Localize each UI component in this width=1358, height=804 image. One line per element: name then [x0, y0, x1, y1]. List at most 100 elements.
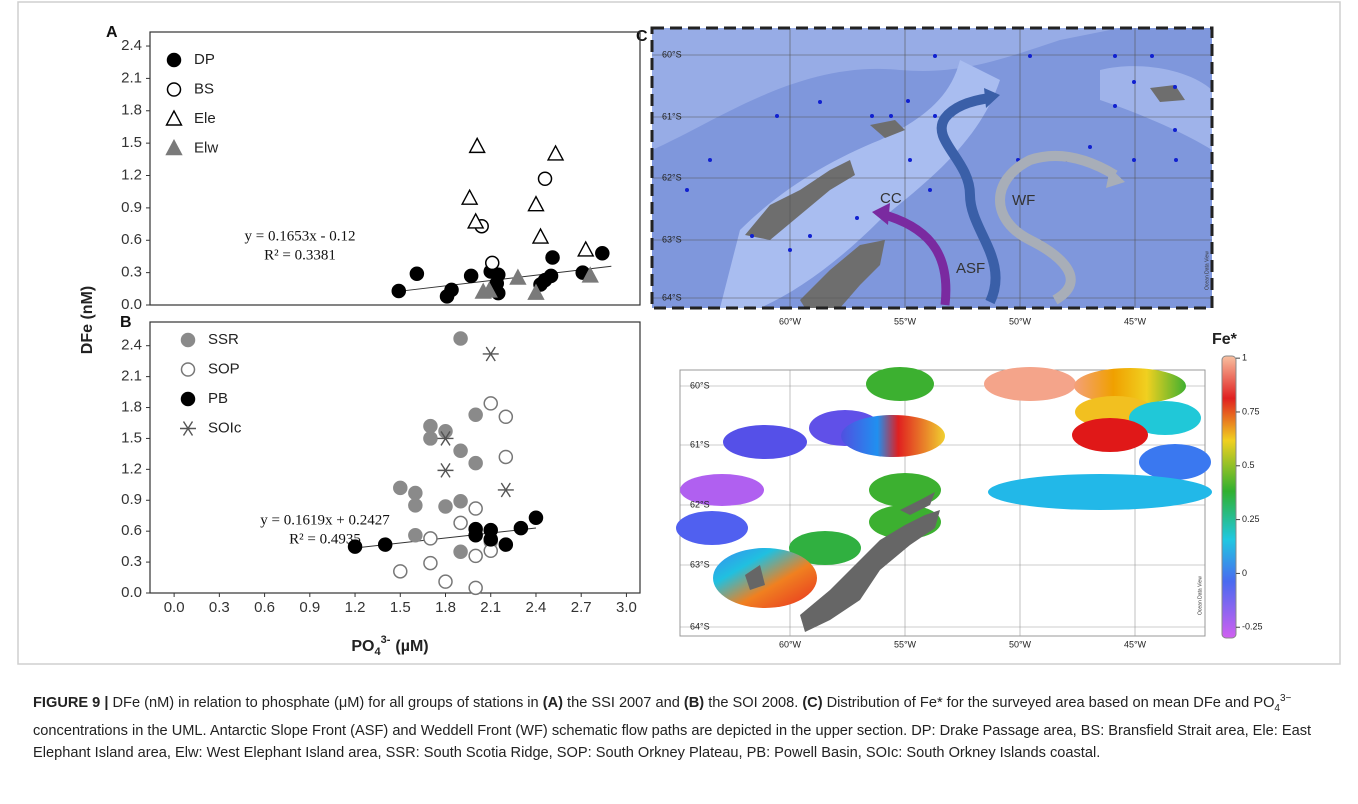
watermark: Ocean Data View	[1197, 576, 1203, 615]
marker	[460, 188, 479, 205]
plot-frame	[149, 31, 641, 306]
y-tick-label: 2.4	[121, 37, 142, 54]
lon-label: 60°W	[779, 639, 802, 649]
y-tick-label: 1.5	[121, 134, 142, 151]
marker	[546, 144, 565, 161]
colorbar-tick-label: 0	[1242, 568, 1247, 578]
marker	[453, 544, 468, 560]
marker	[423, 431, 438, 446]
y-tick-label: 2.1	[121, 69, 142, 86]
panel-label: B	[120, 314, 132, 331]
colorbar-tick-label: 0.5	[1242, 460, 1255, 470]
legend-label: BS	[194, 80, 214, 97]
marker	[498, 449, 514, 465]
marker	[527, 283, 545, 300]
marker	[537, 171, 553, 187]
figure-border	[17, 1, 1341, 665]
trend-r-squared: R² = 0.3381	[264, 247, 336, 263]
legend-marker	[165, 139, 183, 156]
legend-label: SOP	[208, 360, 240, 377]
x-tick-label: 0.3	[209, 599, 230, 616]
marker	[347, 539, 363, 554]
marker	[409, 266, 425, 281]
lat-label: 61°S	[690, 439, 710, 449]
marker	[577, 240, 595, 257]
marker	[438, 574, 453, 589]
arrow-head	[1106, 168, 1125, 188]
marker	[491, 267, 506, 283]
y-tick-label: 1.5	[121, 429, 142, 446]
marker	[468, 501, 483, 516]
trend-equation: y = 0.1653x - 0.12	[245, 228, 356, 244]
lat-label: 62°S	[690, 499, 710, 509]
marker	[480, 281, 498, 298]
panel-label: A	[106, 24, 118, 41]
y-tick-label: 0.9	[121, 491, 142, 508]
lat-label: 64°S	[662, 292, 682, 302]
marker	[408, 528, 423, 543]
flow-label: CC	[880, 190, 902, 207]
flow-label: WF	[1012, 192, 1035, 209]
x-axis-label-part: 4	[375, 646, 382, 658]
lat-label: 61°S	[662, 111, 682, 121]
marker	[483, 522, 498, 538]
y-tick-label: 1.8	[121, 398, 142, 415]
colorbar-title: Fe*	[1212, 331, 1238, 348]
trend-equation: y = 0.1619x + 0.2427	[260, 512, 390, 528]
caption: FIGURE 9 | DFe (nM) in relation to phosp…	[33, 688, 1333, 764]
lon-label: 50°W	[1009, 316, 1032, 326]
marker	[498, 409, 514, 425]
marker	[468, 580, 483, 596]
marker	[466, 212, 485, 229]
map-shelf	[652, 28, 1120, 150]
y-tick-label: 2.4	[121, 337, 142, 354]
caption-text: FIGURE 9 |	[33, 694, 109, 711]
marker	[393, 564, 408, 579]
marker	[527, 195, 545, 212]
marker	[498, 537, 514, 552]
marker	[468, 548, 483, 564]
legend-marker	[180, 421, 196, 436]
y-tick-label: 1.2	[121, 166, 142, 183]
map-frame	[650, 26, 1214, 310]
y-tick-label: 1.8	[121, 102, 142, 119]
legend-marker	[180, 332, 196, 348]
lon-label: 50°W	[1009, 639, 1032, 649]
marker	[513, 520, 529, 536]
x-tick-label: 2.7	[571, 599, 592, 616]
legend-marker	[165, 109, 183, 126]
map-shelf	[1100, 66, 1212, 150]
station-dots	[685, 54, 1178, 252]
legend-marker	[166, 52, 182, 68]
marker	[545, 250, 560, 265]
legend-marker	[180, 362, 196, 377]
legend-label: SOIc	[208, 419, 242, 436]
panel-label: C	[636, 28, 648, 45]
marker	[463, 268, 479, 284]
marker	[543, 268, 559, 284]
lon-label: 55°W	[894, 639, 917, 649]
marker	[484, 255, 500, 271]
x-tick-label: 2.4	[526, 599, 547, 616]
caption-text: the SOI 2008.	[704, 694, 803, 711]
marker	[408, 498, 423, 513]
caption-text: Distribution of Fe* for the surveyed are…	[822, 694, 1275, 711]
marker	[423, 418, 438, 434]
marker	[453, 515, 468, 531]
watermark: Ocean Data View	[1204, 251, 1210, 290]
lat-label: 62°S	[662, 172, 682, 182]
x-tick-label: 0.0	[164, 599, 185, 616]
marker	[423, 531, 438, 546]
fe-star-field	[676, 367, 1212, 608]
marker	[482, 346, 499, 362]
lat-label: 64°S	[690, 621, 710, 631]
marker	[438, 423, 453, 439]
legend-label: Elw	[194, 139, 218, 156]
colorbar-tick-label: 1	[1242, 353, 1247, 363]
trend-r-squared: R² = 0.4935	[289, 531, 361, 547]
legend-label: Ele	[194, 110, 216, 127]
x-tick-label: 0.9	[299, 599, 320, 616]
y-tick-label: 0.9	[121, 199, 142, 216]
legend-label: DP	[194, 51, 215, 68]
